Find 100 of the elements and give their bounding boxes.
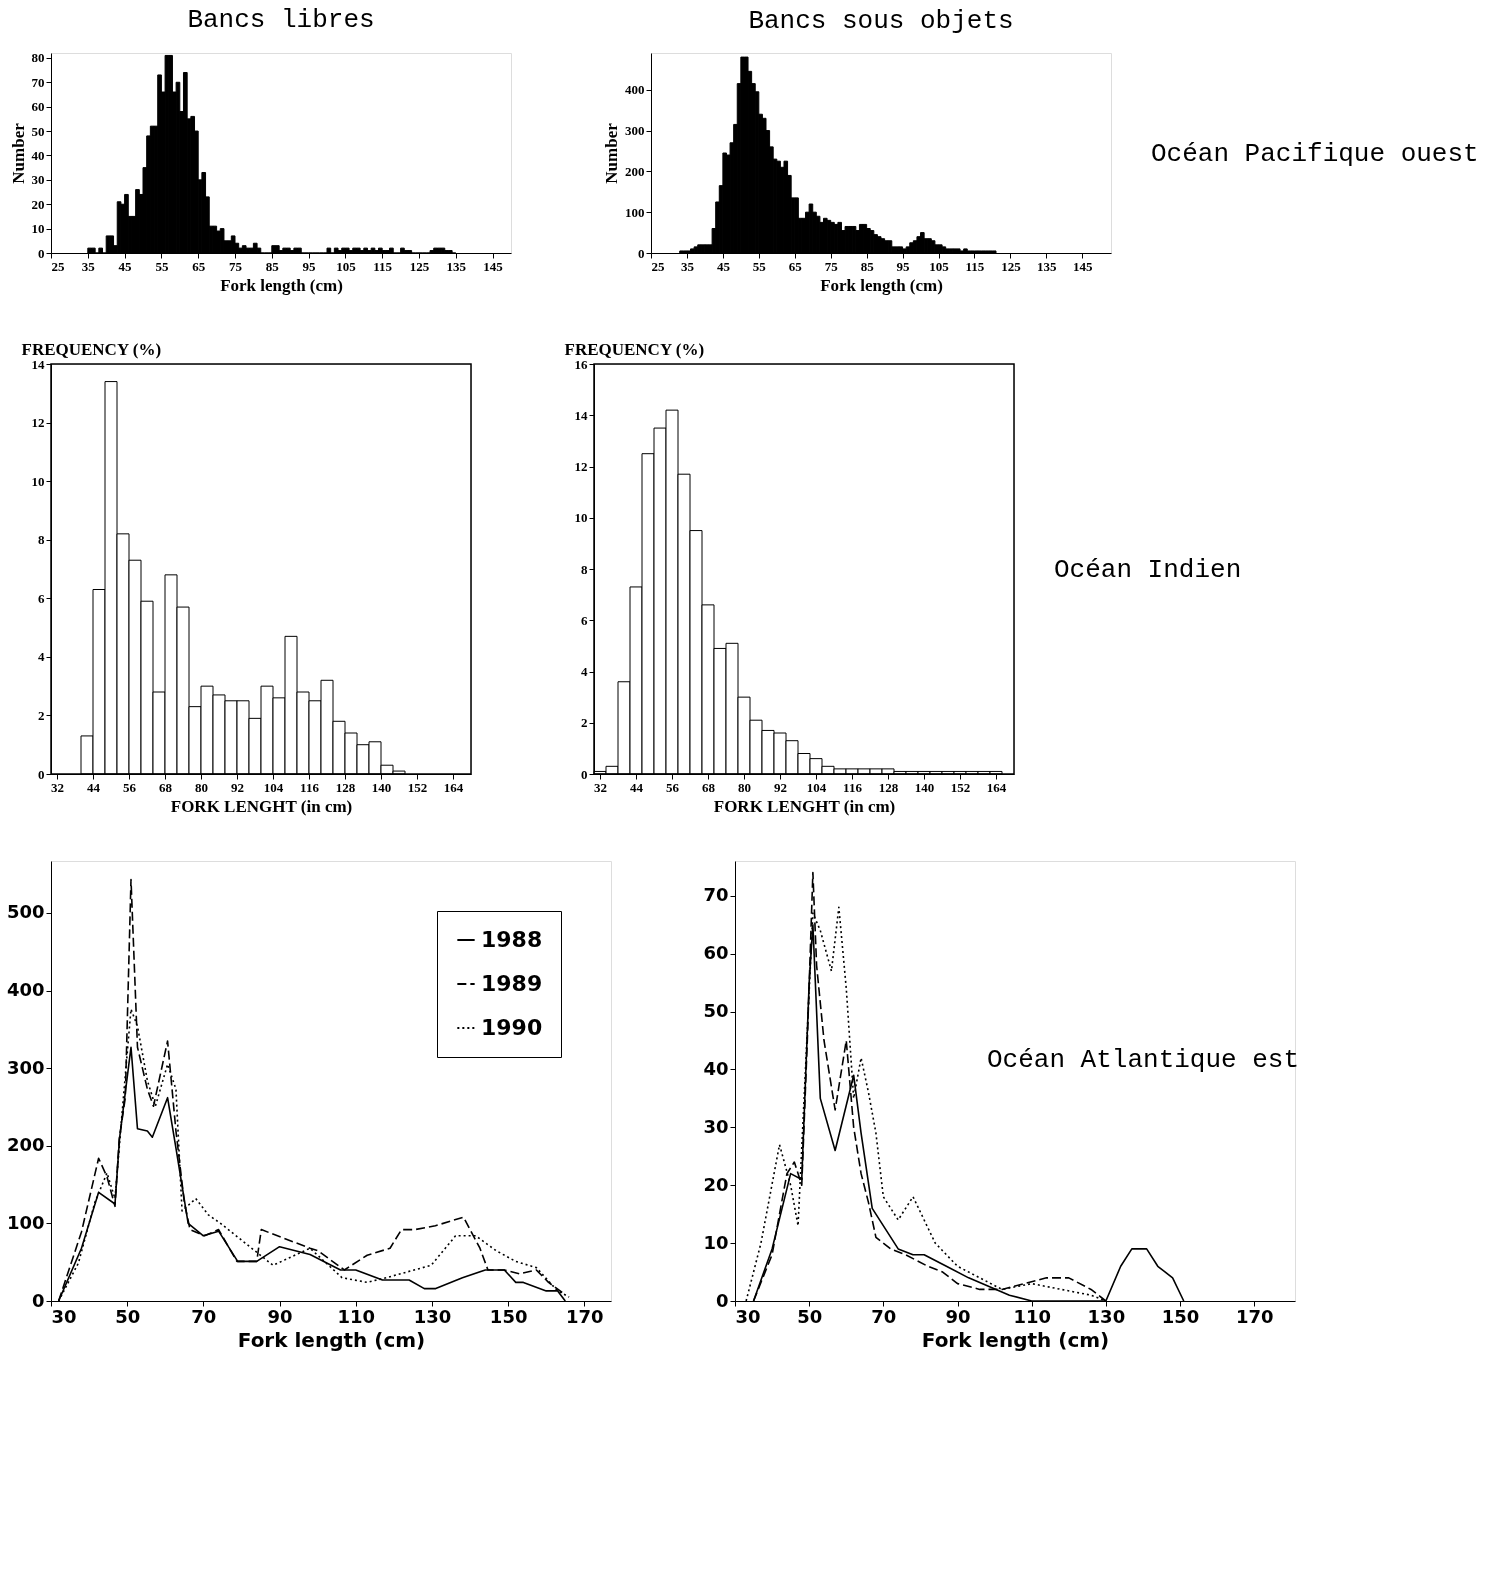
y-tick-label: 2 — [38, 707, 45, 723]
x-tick-label: 170 — [1235, 1305, 1274, 1327]
y-tick-label: 16 — [574, 356, 588, 372]
legend-label: 1988 — [481, 927, 543, 952]
y-tick-label: 50 — [31, 123, 45, 139]
y-tick-label: 40 — [31, 147, 45, 163]
y-axis-title: FREQUENCY (%) — [21, 339, 162, 359]
x-tick-label: 75 — [824, 258, 839, 274]
y-tick-label: 30 — [31, 172, 45, 188]
x-tick-label: 65 — [788, 258, 803, 274]
x-tick-label: 90 — [267, 1305, 293, 1327]
y-tick-label: 30 — [703, 1115, 729, 1137]
y-tick-label: 14 — [574, 407, 588, 423]
x-axis-title: FORK LENGHT (in cm) — [713, 796, 896, 816]
x-tick-label: 25 — [51, 258, 65, 274]
x-tick-label: 80 — [738, 779, 751, 795]
x-tick-label: 135 — [1037, 258, 1058, 274]
y-tick-label: 10 — [574, 510, 588, 526]
x-tick-label: 50 — [115, 1305, 141, 1327]
y-tick-label: 10 — [703, 1231, 729, 1253]
x-tick-label: 85 — [265, 258, 280, 274]
x-tick-label: 65 — [192, 258, 206, 274]
y-tick-label: 12 — [574, 459, 588, 474]
y-tick-label: 0 — [715, 1289, 729, 1311]
text: Océan Indien — [1054, 555, 1242, 585]
y-tick-label: 400 — [625, 82, 645, 98]
legend-label: 1990 — [481, 1015, 543, 1040]
x-tick-label: 105 — [336, 258, 357, 274]
y-tick-label: 10 — [31, 473, 45, 489]
x-tick-label: 95 — [302, 258, 317, 274]
x-tick-label: 55 — [155, 258, 169, 274]
x-tick-label: 116 — [300, 779, 320, 795]
x-tick-label: 30 — [735, 1305, 761, 1327]
y-tick-label: 0 — [31, 1289, 45, 1311]
x-tick-label: 25 — [651, 258, 665, 274]
x-tick-label: 170 — [566, 1305, 604, 1327]
x-tick-label: 45 — [118, 258, 133, 274]
y-axis-title: FREQUENCY (%) — [564, 339, 705, 359]
x-axis-title: Fork length (cm) — [820, 275, 943, 295]
x-tick-label: 95 — [896, 258, 911, 274]
x-axis-title: FORK LENGHT (in cm) — [170, 796, 353, 816]
x-tick-label: 164 — [986, 779, 1007, 795]
y-tick-label: 8 — [38, 532, 45, 548]
x-tick-label: 125 — [409, 258, 430, 274]
x-tick-label: 128 — [878, 779, 899, 795]
x-tick-label: 115 — [965, 258, 985, 274]
y-tick-label: 300 — [6, 1056, 45, 1078]
y-tick-label: 500 — [6, 901, 45, 923]
x-tick-label: 92 — [774, 779, 787, 795]
x-tick-label: 70 — [871, 1305, 897, 1327]
y-tick-label: 4 — [38, 649, 45, 665]
y-axis-title: Number — [8, 122, 28, 184]
x-tick-label: 44 — [87, 779, 101, 795]
y-tick-label: 6 — [38, 590, 45, 606]
y-axis-title: Number — [602, 122, 621, 184]
y-tick-label: 70 — [31, 74, 45, 90]
x-tick-label: 68 — [159, 779, 173, 795]
y-tick-label: 0 — [581, 766, 588, 782]
y-tick-label: 8 — [581, 561, 588, 577]
x-tick-label: 116 — [843, 779, 863, 795]
x-tick-label: 110 — [1013, 1305, 1051, 1327]
x-tick-label: 150 — [489, 1305, 528, 1327]
y-tick-label: 200 — [625, 163, 645, 179]
y-tick-label: 80 — [31, 50, 45, 66]
y-tick-label: 70 — [703, 884, 729, 906]
y-tick-label: 0 — [38, 766, 45, 782]
x-tick-label: 145 — [483, 258, 504, 274]
y-tick-label: 40 — [703, 1057, 729, 1079]
y-tick-label: 60 — [703, 942, 729, 964]
x-tick-label: 50 — [797, 1305, 823, 1327]
x-tick-label: 55 — [752, 258, 767, 274]
x-tick-label: 140 — [371, 779, 392, 795]
x-tick-label: 70 — [191, 1305, 217, 1327]
y-tick-label: 200 — [6, 1134, 45, 1156]
x-tick-label: 104 — [806, 779, 827, 795]
y-tick-label: 50 — [703, 1000, 729, 1022]
x-tick-label: 56 — [123, 779, 137, 795]
y-tick-label: 6 — [581, 612, 588, 628]
x-tick-label: 128 — [335, 779, 356, 795]
x-tick-label: 68 — [702, 779, 716, 795]
x-axis-title: Fork length (cm) — [921, 1327, 1110, 1352]
x-tick-label: 130 — [1087, 1305, 1126, 1327]
chart-title: Bancs sous objets — [748, 6, 1014, 36]
x-tick-label: 145 — [1073, 258, 1093, 274]
y-tick-label: 20 — [31, 196, 45, 212]
x-tick-label: 164 — [443, 779, 464, 795]
x-tick-label: 115 — [373, 258, 393, 274]
x-tick-label: 32 — [51, 779, 64, 795]
x-tick-label: 44 — [630, 779, 644, 795]
y-tick-label: 14 — [31, 356, 45, 372]
y-tick-label: 12 — [31, 415, 45, 431]
chart-title: Bancs libres — [187, 4, 375, 35]
x-tick-label: 45 — [716, 258, 731, 274]
x-tick-label: 32 — [594, 779, 607, 795]
x-axis-title: Fork length (cm) — [237, 1327, 426, 1352]
x-tick-label: 135 — [446, 258, 467, 274]
text: Océan Pacifique ouest — [1151, 139, 1479, 169]
x-tick-label: 152 — [950, 779, 971, 795]
y-tick-label: 4 — [581, 664, 588, 679]
annotation: Océan Atlantique est — [987, 1045, 1300, 1075]
